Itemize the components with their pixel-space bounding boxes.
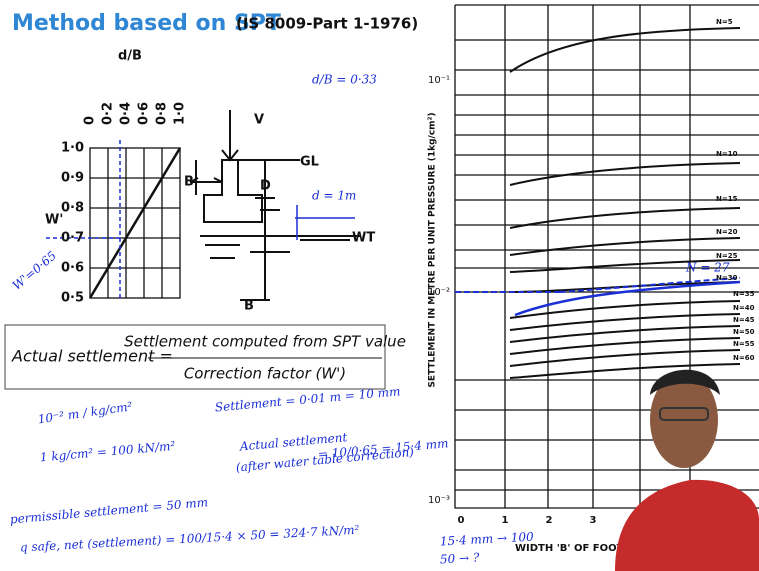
axis-label: d/B bbox=[118, 49, 142, 64]
left-tick-label: 0·6 bbox=[61, 261, 84, 276]
y-tick-label: 10⁻³ bbox=[428, 495, 450, 506]
curve-label: N=35 bbox=[733, 290, 755, 298]
top-tick-label: 0·6 bbox=[137, 102, 152, 125]
handwritten-note: d/B = 0·33 bbox=[312, 73, 377, 87]
curve-label: N=40 bbox=[733, 304, 755, 312]
y-tick-label: 10⁻¹ bbox=[428, 75, 450, 86]
sketch-label: WT bbox=[352, 231, 375, 246]
formula-numerator: Settlement computed from SPT value bbox=[124, 333, 406, 351]
sketch-label: GL bbox=[300, 155, 319, 170]
left-tick-label: 1·0 bbox=[61, 141, 84, 156]
sketch-label: B bbox=[184, 175, 194, 190]
sketch-label: V bbox=[254, 113, 264, 128]
handwritten-note: 50 → ? bbox=[440, 550, 481, 566]
handwritten-note: d = 1m bbox=[312, 189, 356, 203]
top-tick-label: 0·8 bbox=[155, 102, 170, 125]
curve-label: N=55 bbox=[733, 340, 755, 348]
left-tick-label: 0·7 bbox=[61, 231, 84, 246]
x-tick-label: 0 bbox=[458, 515, 465, 526]
left-tick-label: 0·9 bbox=[61, 171, 84, 186]
x-tick-label: 2 bbox=[546, 515, 553, 526]
curve-label: N=50 bbox=[733, 328, 755, 336]
curve-label: N=45 bbox=[733, 316, 755, 324]
curve-label: N=25 bbox=[716, 252, 738, 260]
curve-label: N=10 bbox=[716, 150, 738, 158]
top-tick-label: 0·2 bbox=[101, 102, 116, 125]
handwritten-note: N = 27 bbox=[685, 261, 730, 275]
axis-label: SETTLEMENT IN METRE PER UNIT PRESSURE (1… bbox=[428, 112, 438, 387]
curve-label: N=30 bbox=[716, 274, 738, 282]
curve-label: N=15 bbox=[716, 195, 738, 203]
x-tick-label: 3 bbox=[590, 515, 597, 526]
curve-label: N=60 bbox=[733, 354, 755, 362]
sketch-label: D bbox=[260, 179, 271, 194]
x-tick-label: 1 bbox=[502, 515, 509, 526]
left-tick-label: 0·8 bbox=[61, 201, 84, 216]
formula-denominator: Correction factor (W') bbox=[184, 365, 346, 383]
lecture-slide: Method based on SPT (IS 8009-Part 1-1976… bbox=[0, 0, 759, 571]
top-tick-label: 0 bbox=[83, 116, 98, 125]
top-tick-label: 0·4 bbox=[119, 102, 134, 125]
top-tick-label: 1·0 bbox=[173, 102, 188, 125]
y-tick-label: 10⁻² bbox=[428, 287, 450, 298]
standard-ref: (IS 8009-Part 1-1976) bbox=[236, 15, 418, 33]
curve-label: N=5 bbox=[716, 18, 733, 26]
curve-label: N=20 bbox=[716, 228, 738, 236]
left-tick-label: 0·5 bbox=[61, 291, 84, 306]
sketch-label: B bbox=[244, 299, 254, 314]
